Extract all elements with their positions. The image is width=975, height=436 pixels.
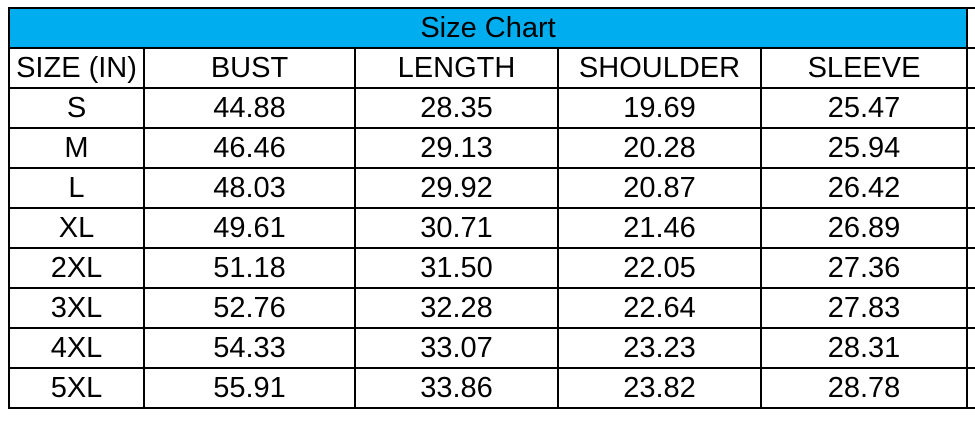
shoulder-cell: 23.82 (557, 367, 762, 409)
sleeve-cell: 27.83 (759, 287, 969, 329)
cropped-empty-cell (966, 367, 975, 409)
shoulder-cell: 21.46 (557, 207, 762, 249)
bust-cell: 52.76 (143, 287, 356, 329)
length-cell: 30.71 (354, 207, 559, 249)
length-cell: 33.07 (354, 327, 559, 369)
table-row-4xl: 4XL 54.33 33.07 23.23 28.31 (8, 327, 975, 369)
shoulder-cell: 19.69 (557, 87, 762, 129)
size-cell: L (8, 167, 145, 209)
length-cell: 29.13 (354, 127, 559, 169)
sleeve-cell: 28.78 (759, 367, 969, 409)
cropped-empty-cell (966, 87, 975, 129)
bust-cell: 44.88 (143, 87, 356, 129)
shoulder-cell: 20.87 (557, 167, 762, 209)
size-cell: 3XL (8, 287, 145, 329)
bust-cell: 49.61 (143, 207, 356, 249)
table-row-l: L 48.03 29.92 20.87 26.42 (8, 167, 975, 209)
cropped-empty-cell (966, 127, 975, 169)
column-header-size: SIZE (IN) (8, 47, 145, 89)
size-cell: 4XL (8, 327, 145, 369)
cropped-empty-cell (966, 287, 975, 329)
sleeve-cell: 27.36 (759, 247, 969, 289)
title-row: Size Chart (8, 7, 975, 49)
column-header-row: SIZE (IN) BUST LENGTH SHOULDER SLEEVE (8, 47, 975, 89)
column-header-length: LENGTH (354, 47, 559, 89)
sleeve-cell: 26.42 (759, 167, 969, 209)
cropped-empty-cell (966, 327, 975, 369)
table-row-m: M 46.46 29.13 20.28 25.94 (8, 127, 975, 169)
bust-cell: 54.33 (143, 327, 356, 369)
table-row-3xl: 3XL 52.76 32.28 22.64 27.83 (8, 287, 975, 329)
sleeve-cell: 25.47 (759, 87, 969, 129)
cropped-empty-cell (966, 247, 975, 289)
shoulder-cell: 22.05 (557, 247, 762, 289)
size-cell: XL (8, 207, 145, 249)
size-cell: 5XL (8, 367, 145, 409)
shoulder-cell: 20.28 (557, 127, 762, 169)
size-cell: 2XL (8, 247, 145, 289)
bust-cell: 46.46 (143, 127, 356, 169)
length-cell: 32.28 (354, 287, 559, 329)
cropped-empty-cell (966, 167, 975, 209)
bust-cell: 51.18 (143, 247, 356, 289)
sleeve-cell: 26.89 (759, 207, 969, 249)
column-header-bust: BUST (143, 47, 356, 89)
size-chart-container: Size Chart SIZE (IN) BUST LENGTH SHOULDE… (8, 7, 975, 429)
sleeve-cell: 25.94 (759, 127, 969, 169)
bust-cell: 55.91 (143, 367, 356, 409)
table-row-5xl: 5XL 55.91 33.86 23.82 28.78 (8, 367, 975, 409)
cropped-empty-cell (966, 47, 975, 89)
length-cell: 29.92 (354, 167, 559, 209)
table-row-s: S 44.88 28.35 19.69 25.47 (8, 87, 975, 129)
table-row-2xl: 2XL 51.18 31.50 22.05 27.36 (8, 247, 975, 289)
length-cell: 31.50 (354, 247, 559, 289)
cropped-empty-cell (966, 7, 975, 49)
shoulder-cell: 23.23 (557, 327, 762, 369)
shoulder-cell: 22.64 (557, 287, 762, 329)
table-title: Size Chart (8, 7, 969, 49)
cropped-empty-cell (966, 207, 975, 249)
length-cell: 33.86 (354, 367, 559, 409)
size-cell: M (8, 127, 145, 169)
size-chart-table: Size Chart SIZE (IN) BUST LENGTH SHOULDE… (8, 7, 975, 409)
column-header-sleeve: SLEEVE (759, 47, 969, 89)
column-header-shoulder: SHOULDER (557, 47, 762, 89)
table-row-xl: XL 49.61 30.71 21.46 26.89 (8, 207, 975, 249)
bust-cell: 48.03 (143, 167, 356, 209)
sleeve-cell: 28.31 (759, 327, 969, 369)
size-cell: S (8, 87, 145, 129)
length-cell: 28.35 (354, 87, 559, 129)
